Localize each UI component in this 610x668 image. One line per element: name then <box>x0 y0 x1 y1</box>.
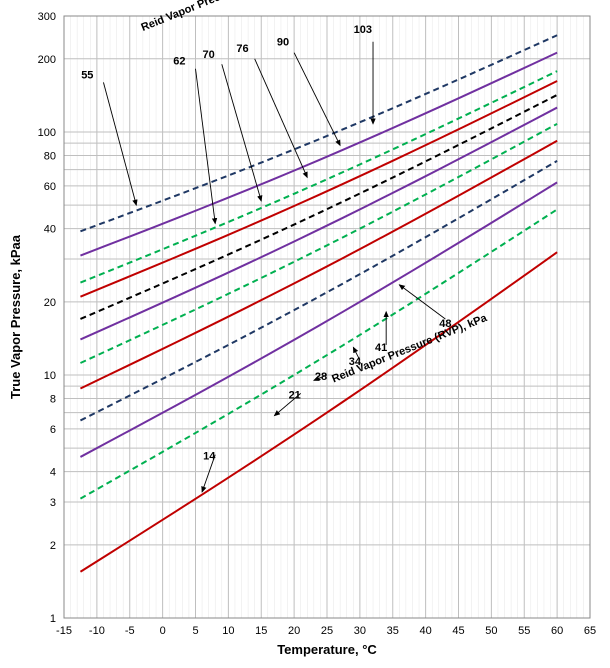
vapor-pressure-chart: -15 -10 -5 0 5 10 15 20 25 30 35 40 45 50 55 60 65 1 2 3 4 6 8… <box>0 0 610 668</box>
rvp-label: 70 <box>203 49 215 61</box>
x-tick-label: 60 <box>551 625 563 637</box>
x-tick-label: 65 <box>584 625 596 637</box>
y-tick-label: 3 <box>50 497 56 509</box>
x-tick-label: 10 <box>222 625 234 637</box>
rvp-label: 55 <box>81 69 93 81</box>
y-tick-label: 80 <box>44 151 56 163</box>
rvp-label: 103 <box>354 24 372 36</box>
x-tick-label: 0 <box>160 625 166 637</box>
y-tick-label: 4 <box>50 467 56 479</box>
x-tick-label: 30 <box>354 625 366 637</box>
y-tick-label: 6 <box>50 424 56 436</box>
x-axis-title: Temperature, °C <box>277 642 377 657</box>
y-tick-label: 8 <box>50 394 56 406</box>
x-tick-label: 50 <box>485 625 497 637</box>
y-tick-label: 10 <box>44 370 56 382</box>
rvp-label: 21 <box>289 389 301 401</box>
y-tick-label: 60 <box>44 181 56 193</box>
y-tick-label: 100 <box>38 127 56 139</box>
x-tick-label: 5 <box>192 625 198 637</box>
y-tick-label: 1 <box>50 613 56 625</box>
x-tick-label: -5 <box>125 625 135 637</box>
y-tick-label: 40 <box>44 224 56 236</box>
x-tick-label: -10 <box>89 625 105 637</box>
x-tick-label: 35 <box>387 625 399 637</box>
x-tick-label: 45 <box>452 625 464 637</box>
y-tick-label: 300 <box>38 11 56 23</box>
x-tick-label: 20 <box>288 625 300 637</box>
x-tick-label: 55 <box>518 625 530 637</box>
rvp-label: 62 <box>173 56 185 68</box>
y-axis-title: True Vapor Pressure, kPaa <box>8 234 23 399</box>
chart-svg: -15 -10 -5 0 5 10 15 20 25 30 35 40 45 50 55 60 65 1 2 3 4 6 8… <box>0 0 610 668</box>
rvp-label: 28 <box>315 371 327 383</box>
y-tick-label: 2 <box>50 540 56 552</box>
rvp-label: 76 <box>236 43 248 55</box>
rvp-label: 14 <box>203 451 216 463</box>
rvp-label: 90 <box>277 37 289 49</box>
x-tick-label: -15 <box>56 625 72 637</box>
y-tick-label: 200 <box>38 54 56 66</box>
x-tick-label: 40 <box>420 625 432 637</box>
x-tick-label: 25 <box>321 625 333 637</box>
x-tick-label: 15 <box>255 625 267 637</box>
y-tick-label: 20 <box>44 297 56 309</box>
